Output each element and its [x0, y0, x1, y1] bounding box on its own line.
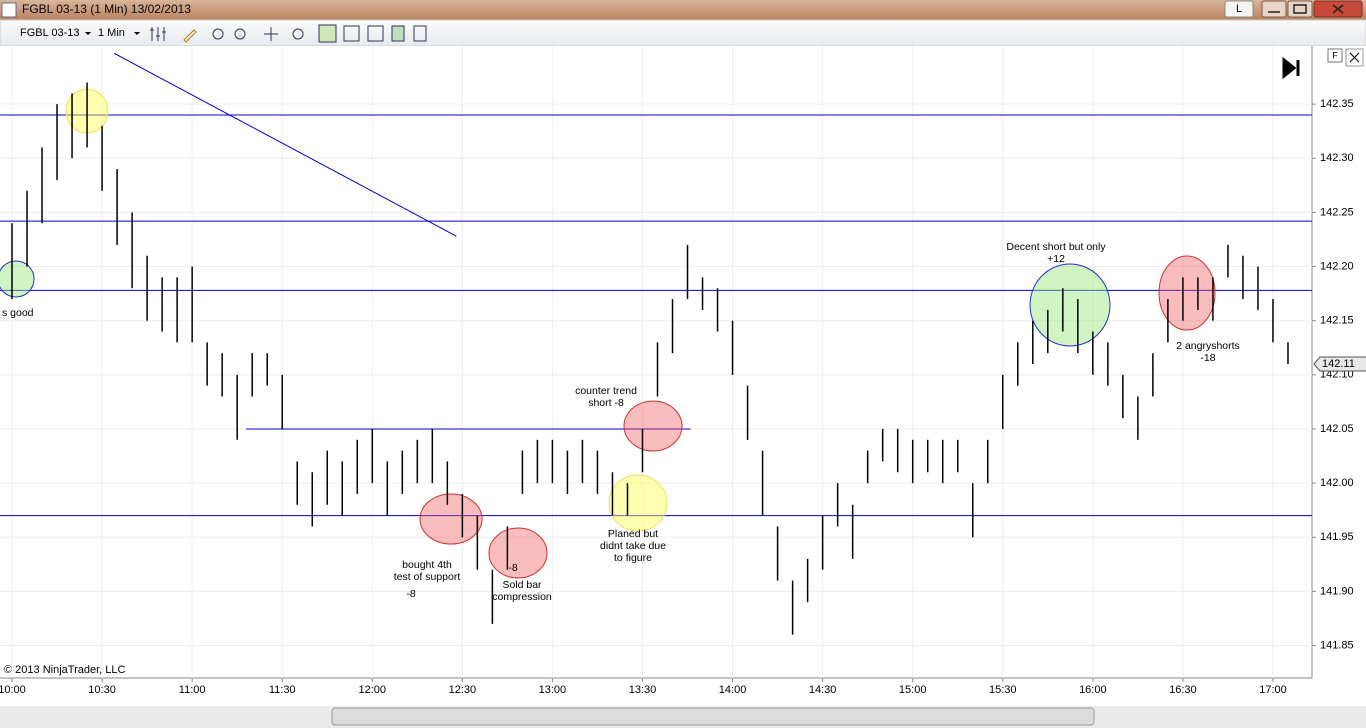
close-panel-glyph: [1349, 52, 1360, 63]
x-tick-label: 13:00: [539, 684, 567, 696]
x-tick-label: 14:00: [719, 684, 747, 696]
toolbar-icons[interactable]: [150, 24, 427, 43]
annotation: Planed but: [608, 528, 658, 540]
highlight-circle: [608, 474, 668, 532]
x-tick-label: 14:30: [809, 684, 837, 696]
x-tick-label: 11:00: [179, 684, 206, 696]
last-price-label: 142.11: [1322, 358, 1355, 370]
highlight-circle: [0, 260, 35, 298]
highlight-circle: [623, 400, 683, 452]
dropdown-arrows: [85, 32, 140, 35]
x-tick-label: 16:00: [1079, 684, 1107, 696]
y-tick-label: 142.10: [1320, 369, 1354, 381]
annotation: Decent short but only: [1006, 241, 1106, 253]
y-tick-label: 141.95: [1320, 531, 1354, 543]
panel-button[interactable]: [1327, 48, 1343, 63]
instrument-selector[interactable]: FGBL 03-13: [20, 27, 80, 39]
annotation: counter trend: [575, 385, 637, 397]
annotation: -18: [1200, 352, 1215, 364]
toolbar: [0, 19, 1366, 47]
annotation: test of support: [394, 571, 461, 583]
drawn-line: [113, 52, 457, 237]
scroll-end-button[interactable]: [1282, 56, 1300, 80]
y-tick-label: 142.20: [1320, 260, 1354, 272]
app-icon: [1, 2, 17, 18]
annotation: -8: [406, 588, 415, 600]
interval-selector[interactable]: 1 Min: [98, 27, 125, 39]
x-tick-label: 12:30: [449, 684, 477, 696]
annotation: didnt take due: [600, 540, 666, 552]
annotation: short -8: [588, 397, 624, 409]
annotation: +12: [1047, 253, 1065, 265]
y-tick-label: 142.30: [1320, 152, 1354, 164]
x-tick-label: 13:30: [629, 684, 657, 696]
highlight-circle: [488, 527, 548, 579]
maximize[interactable]: [1287, 0, 1313, 18]
x-tick-label: 17:00: [1259, 684, 1287, 696]
y-tick-label: 142.25: [1320, 206, 1354, 218]
highlight-circle: [419, 493, 483, 545]
x-tick-label: 15:30: [989, 684, 1017, 696]
window-title: FGBL 03-13 (1 Min) 13/02/2013: [22, 2, 191, 16]
highlight-circle: [1158, 255, 1216, 331]
highlight-circle: [1029, 263, 1111, 347]
annotation: -8: [508, 562, 517, 574]
scroll-thumb[interactable]: [331, 707, 1095, 726]
minimize[interactable]: [1261, 0, 1287, 18]
x-tick-label: 10:30: [88, 684, 116, 696]
annotation: s good: [2, 307, 34, 319]
copyright: © 2013 NinjaTrader, LLC: [4, 664, 125, 676]
y-tick-label: 142.05: [1320, 423, 1354, 435]
window-glyphs: [1268, 4, 1344, 14]
y-tick-label: 142.35: [1320, 98, 1354, 110]
y-tick-label: 141.90: [1320, 585, 1354, 597]
link-button[interactable]: [1224, 0, 1254, 18]
title-bar: [0, 0, 1366, 20]
link-button-label: L: [1236, 3, 1242, 15]
annotation: 2 angryshorts: [1176, 340, 1240, 352]
annotation: Sold bar: [502, 579, 542, 591]
y-tick-label: 142.15: [1320, 315, 1354, 327]
x-tick-label: 12:00: [359, 684, 387, 696]
y-tick-label: 141.85: [1320, 639, 1354, 651]
last-price-marker: [1313, 356, 1366, 372]
annotation: to figure: [614, 552, 652, 564]
x-tick-label: 10:00: [0, 684, 26, 696]
annotation: bought 4th: [402, 559, 452, 571]
chart-panel: [0, 46, 1366, 706]
x-tick-label: 11:30: [269, 684, 296, 696]
annotation: compression: [492, 591, 552, 603]
x-tick-label: 15:00: [899, 684, 927, 696]
x-tick-label: 16:30: [1169, 684, 1197, 696]
panel-button-label: F: [1332, 50, 1338, 60]
y-tick-label: 142.00: [1320, 477, 1354, 489]
